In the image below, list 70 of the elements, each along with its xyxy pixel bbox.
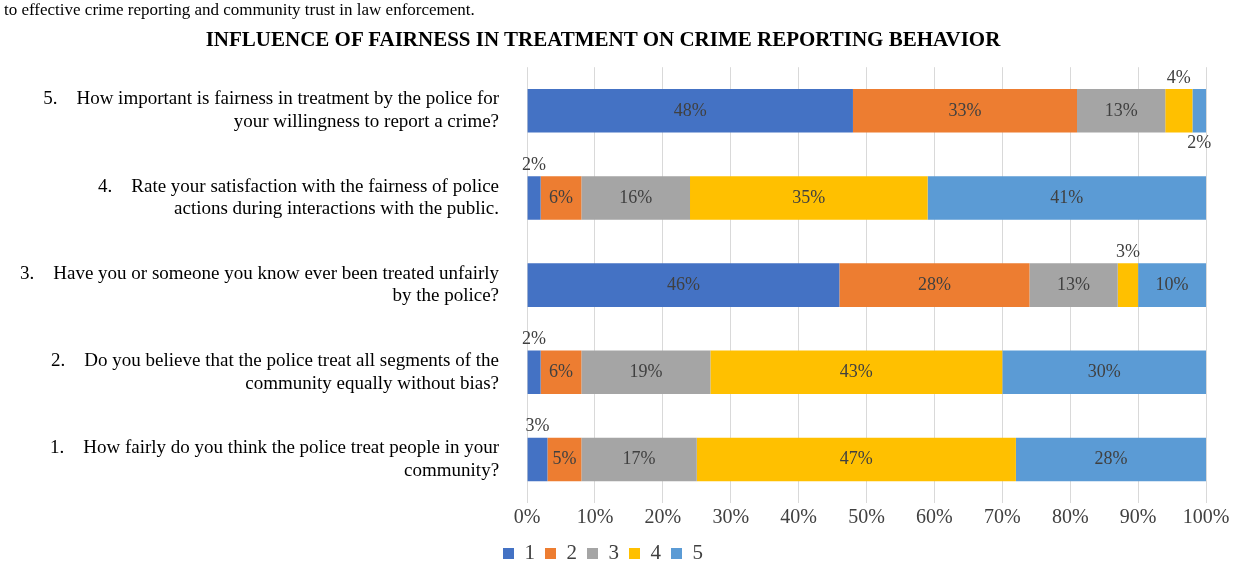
bar — [1015, 437, 1206, 482]
bar — [527, 176, 541, 220]
data-label: 48% — [673, 99, 707, 120]
y-tick-label: 5. How important is fairness in treatment by the police for your willingness to report a crime? — [43, 87, 500, 132]
data-label: 6% — [549, 360, 574, 381]
bar — [581, 350, 711, 395]
bar — [581, 176, 691, 220]
x-tick-label: 50% — [848, 505, 885, 528]
legend-label: 3 — [608, 540, 619, 565]
x-tick-label: 0% — [513, 505, 541, 528]
data-label: 35% — [792, 186, 826, 207]
bar — [696, 437, 1016, 482]
data-label: 13% — [1057, 273, 1091, 294]
bar — [581, 437, 697, 482]
x-tick-label: 40% — [780, 505, 817, 528]
legend-label: 2 — [566, 540, 577, 565]
data-label: 46% — [666, 273, 700, 294]
data-label: 3% — [1115, 241, 1140, 262]
bar — [1029, 263, 1118, 307]
x-tick-label: 60% — [916, 505, 953, 528]
bar — [710, 350, 1003, 395]
x-tick-label: 100% — [1182, 505, 1230, 528]
bar — [927, 176, 1206, 220]
data-label: 10% — [1155, 273, 1189, 294]
legend-label: 5 — [692, 540, 703, 565]
data-label: 2% — [522, 153, 547, 174]
data-label: 4% — [1166, 66, 1191, 87]
data-label: 30% — [1087, 360, 1121, 381]
x-tick-label: 80% — [1051, 505, 1089, 528]
data-label: 33% — [948, 99, 982, 120]
data-label: 19% — [629, 360, 663, 381]
data-label: 5% — [552, 448, 577, 469]
bar — [839, 263, 1030, 307]
y-tick-label: 3. Have you or someone you know ever been treated unfairly by the police? — [19, 261, 500, 306]
x-tick-label: 20% — [644, 505, 682, 528]
data-label: 13% — [1104, 99, 1138, 120]
bar — [527, 88, 853, 133]
y-tick-label: 1. How fairly do you think the police treat people in your community? — [50, 436, 500, 480]
data-label: 28% — [1094, 448, 1128, 469]
bar — [1138, 263, 1206, 307]
legend-label: 1 — [524, 540, 535, 565]
data-label: 6% — [549, 186, 574, 207]
x-tick-label: 10% — [576, 505, 614, 528]
legend-label: 4 — [650, 540, 662, 565]
bar — [527, 350, 541, 395]
x-tick-label: 90% — [1119, 505, 1157, 528]
y-tick-label: 4. Rate your satisfaction with the fairness of police actions during interactions with the public. — [98, 174, 500, 219]
chart-title: INFLUENCE OF FAIRNESS IN TREATMENT ON CRIME REPORTING BEHAVIOR — [205, 27, 1002, 52]
bar — [1002, 350, 1206, 395]
data-label: 16% — [619, 186, 653, 207]
data-label: 2% — [1187, 132, 1212, 153]
bar — [852, 88, 1077, 133]
data-label: 2% — [522, 328, 547, 349]
bar — [1192, 88, 1206, 133]
bar — [527, 263, 840, 307]
bar — [1165, 88, 1193, 133]
bar — [690, 176, 928, 220]
x-tick-label: 70% — [983, 505, 1021, 528]
data-label: 3% — [525, 415, 550, 436]
data-label: 43% — [839, 360, 873, 381]
bar — [1117, 263, 1139, 307]
x-tick-label: 30% — [712, 505, 750, 528]
data-label: 41% — [1050, 186, 1084, 207]
bar — [527, 437, 548, 482]
y-tick-label: 2. Do you believe that the police treat all segments of the community equally without bias? — [51, 348, 500, 393]
data-label: 28% — [917, 273, 951, 294]
data-label: 17% — [622, 448, 656, 469]
text: to effective crime reporting and community trust in law enforcement. — [4, 0, 475, 20]
data-label: 47% — [839, 448, 873, 469]
bar — [1077, 88, 1166, 133]
